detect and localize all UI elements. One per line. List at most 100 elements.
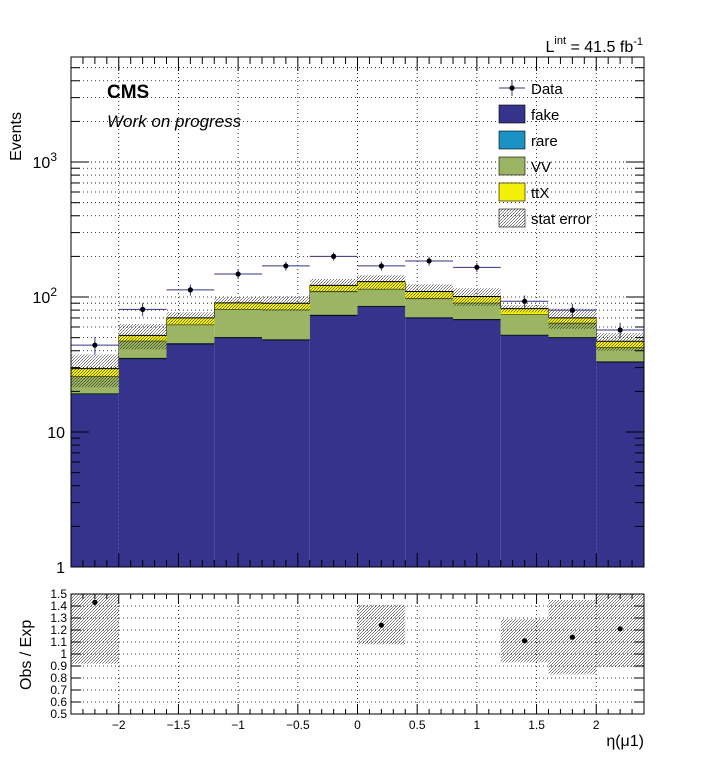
ratio-point-3	[569, 634, 575, 640]
y-tick-label-2: 102	[33, 285, 58, 307]
ratio-point-4	[617, 626, 623, 632]
data-point-2	[187, 287, 193, 293]
ratio-points	[92, 599, 623, 644]
legend: Data fake rare VV ttX stat error	[498, 80, 591, 228]
ratio-y-tick-label-8: 1.3	[50, 611, 67, 625]
ratio-x-tick-label-2: −1	[231, 718, 245, 732]
bar-fake-6	[357, 306, 406, 567]
bar-VV-7	[405, 298, 453, 318]
stat-error-band-3	[214, 297, 262, 310]
ratio-y-tick-label-5: 1	[60, 647, 67, 661]
lumi-value: = 41.5 fb	[566, 39, 633, 56]
ratio-x-tick-label-0: −2	[112, 718, 126, 732]
stat-error-band-2	[166, 312, 215, 325]
y-tick-label-3: 103	[33, 150, 58, 172]
y-tick-label-base-1: 10	[47, 425, 65, 442]
bar-fake-9	[500, 335, 549, 567]
legend-label-stat-error: stat error	[531, 211, 591, 228]
data-point-4	[283, 263, 289, 269]
stat-error-band-10	[548, 308, 597, 329]
ratio-frame	[70, 593, 645, 715]
cms-label: CMS	[107, 82, 149, 103]
ratio-bands	[71, 594, 644, 675]
ratio-y-tick-label-0: 0.5	[50, 707, 67, 721]
bar-VV-5	[309, 291, 358, 315]
data-point-0	[92, 342, 98, 348]
bar-fake-7	[405, 317, 453, 567]
y-tick-label-exp-3: 3	[50, 150, 57, 164]
y-axis-title: Events	[8, 112, 25, 161]
ratio-x-tick-label-8: 2	[593, 718, 600, 732]
bar-fake-1	[118, 358, 167, 567]
legend-swatch-VV	[498, 156, 526, 176]
ratio-x-tick-label-6: 1	[474, 718, 481, 732]
ratio-y-tick-label-4: 0.9	[50, 659, 67, 673]
data-point-6	[378, 263, 384, 269]
ratio-y-tick-label-3: 0.8	[50, 671, 67, 685]
ratio-y-tick-label-9: 1.4	[50, 599, 67, 613]
stat-error-band-1	[118, 324, 167, 350]
ratio-x-tick-label-5: 0.5	[409, 718, 426, 732]
ratio-x-tick-label-3: −0.5	[286, 718, 310, 732]
lumi-l: L	[546, 39, 555, 56]
legend-label-VV: VV	[531, 159, 551, 176]
stat-error-band-7	[405, 284, 453, 300]
work-in-progress-label: Work on progress	[107, 112, 242, 131]
legend-label-rare: rare	[531, 133, 558, 150]
legend-swatch-fake	[498, 104, 526, 124]
ratio-ticks: −2 −1.5 −1 −0.5 0 0.5 1 1.5 20.50.60.70.80.911.1…	[50, 587, 645, 732]
legend-label-ttX: ttX	[531, 185, 549, 202]
stat-error-band-8	[453, 288, 501, 306]
ratio-point-2	[522, 638, 528, 644]
ratio-point-1	[378, 622, 384, 628]
ratio-y-tick-label-10: 1.5	[50, 587, 67, 601]
bar-fake-5	[309, 315, 358, 567]
legend-data-marker	[509, 85, 515, 91]
data-point-5	[331, 253, 337, 259]
data-point-10	[569, 307, 575, 313]
bar-VV-4	[262, 309, 310, 340]
x-axis-title: η(μ1)	[606, 733, 644, 750]
data-point-7	[426, 258, 432, 264]
stat-error-band-0	[71, 354, 119, 388]
legend-label-fake: fake	[531, 107, 559, 124]
data-point-8	[474, 264, 480, 270]
legend-swatch-stat-error	[498, 208, 526, 228]
y-tick-label-1: 10	[47, 425, 65, 442]
lumi-exp: -1	[633, 36, 643, 48]
ratio-x-tick-label-1: −1.5	[167, 718, 191, 732]
legend-label-Data: Data	[531, 81, 563, 98]
ratio-y-tick-label-2: 0.7	[50, 683, 67, 697]
bar-VV-8	[453, 302, 501, 320]
stat-error-band-11	[596, 333, 644, 351]
bar-VV-2	[166, 324, 215, 344]
bar-fake-0	[71, 394, 119, 567]
ratio-point-0	[92, 599, 98, 606]
y-tick-label-exp-2: 2	[50, 285, 57, 299]
stat-error-band-9	[500, 305, 549, 313]
stat-error-band-5	[309, 279, 358, 293]
ratio-x-tick-label-4: 0	[354, 718, 361, 732]
ratio-y-tick-label-7: 1.2	[50, 623, 67, 637]
ratio-y-axis-title: Obs / Exp	[18, 620, 35, 690]
lumi-label: Lint = 41.5 fb-1	[546, 35, 643, 56]
ratio-panel: −2 −1.5 −1 −0.5 0 0.5 1 1.5 20.50.60.70.80.911.1…	[18, 587, 645, 750]
bar-VV-3	[214, 309, 262, 338]
bar-fake-3	[214, 337, 262, 567]
stat-error-band-6	[357, 275, 406, 289]
bar-fake-4	[262, 340, 310, 567]
main-frame	[70, 56, 645, 568]
y-tick-label-base-3: 10	[33, 155, 51, 172]
bar-VV-6	[357, 288, 406, 306]
y-tick-label-base-0: 1	[56, 560, 65, 577]
bar-VV-9	[500, 314, 549, 335]
ratio-x-tick-label-7: 1.5	[528, 718, 545, 732]
legend-swatch-rare	[498, 130, 526, 150]
main-data-points	[71, 252, 644, 355]
data-point-3	[235, 271, 241, 277]
stat-error-band-4	[262, 296, 310, 311]
y-tick-label-base-2: 10	[33, 290, 51, 307]
